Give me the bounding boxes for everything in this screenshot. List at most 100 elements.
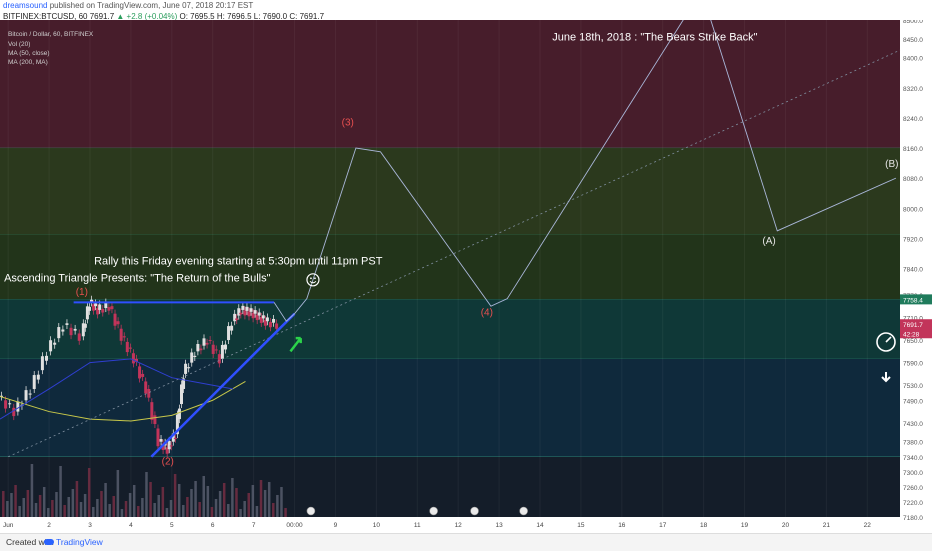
wave-label-3: (3) <box>342 117 354 128</box>
symbol-label: BITFINEX:BTCUSD, 60 <box>3 12 88 21</box>
volume-bar <box>128 493 132 517</box>
volume-bar <box>247 493 250 517</box>
price-tick-20: 7300.0 <box>903 470 923 477</box>
candle-body <box>177 408 181 420</box>
legend-title: Bitcoin / Dollar, 60, BITFINEX <box>8 31 94 38</box>
volume-bar <box>79 502 83 517</box>
candle-body <box>202 338 206 346</box>
candle-body <box>245 306 249 311</box>
candle-body <box>92 304 96 311</box>
candle-body <box>182 378 186 389</box>
volume-bar <box>149 482 152 517</box>
candle-body <box>159 439 163 442</box>
tradingview-logo-icon <box>44 539 54 545</box>
volume-bar <box>104 483 107 517</box>
volume-bar <box>67 497 70 517</box>
volume-bar <box>2 491 5 517</box>
volume-bar <box>38 495 42 517</box>
price-tick-6: 8160.0 <box>903 146 923 153</box>
volume-bar <box>161 487 165 517</box>
price-zone-2 <box>0 148 900 235</box>
candle-body <box>83 323 87 328</box>
time-tick-21: 21 <box>823 522 831 529</box>
smiley-eye-right <box>314 277 316 280</box>
candle-body <box>255 314 259 321</box>
price-tick-9: 7920.0 <box>903 236 923 243</box>
candle-body <box>85 306 89 320</box>
candle-body <box>265 317 269 322</box>
volume-bar <box>259 480 263 517</box>
price-tick-12: 7710.0 <box>903 315 923 322</box>
price-tag-2: 7691.7 <box>903 322 923 329</box>
candle-body <box>235 318 239 321</box>
price-tick-2: 8450.0 <box>903 37 923 44</box>
time-tick-9: 9 <box>334 522 338 529</box>
wave-label-1: (1) <box>76 287 88 298</box>
price-tick-22: 7220.0 <box>903 500 923 507</box>
price-tick-4: 8320.0 <box>903 86 923 93</box>
candle-body <box>223 344 227 350</box>
candle-body <box>217 354 221 364</box>
legend-item-3: MA (200, MA) <box>8 59 48 66</box>
time-tick-13: 13 <box>495 522 503 529</box>
candle-body <box>253 310 257 314</box>
volume-bars <box>2 464 287 517</box>
tradingview-brand[interactable]: TradingView <box>56 537 103 547</box>
price-tag-bg-1 <box>900 294 932 305</box>
candle-body <box>98 304 102 310</box>
wave-label-6: (A) <box>762 236 775 247</box>
candle-body <box>53 342 57 345</box>
price-tick-1: 8500.0 <box>903 20 923 25</box>
volume-bar <box>169 500 173 517</box>
price-axis-panel <box>900 20 932 533</box>
ma50-line <box>0 381 246 422</box>
price-tag-3: 42:28 <box>903 331 920 338</box>
candle-body <box>138 366 142 379</box>
price-tick-5: 8240.0 <box>903 116 923 123</box>
price-tick-8: 8000.0 <box>903 206 923 213</box>
candle-body <box>94 303 98 307</box>
candle-body <box>233 313 237 322</box>
annotation-1: Rally this Friday evening starting at 5:… <box>94 256 383 268</box>
candle-body <box>147 388 151 398</box>
candle-body <box>65 323 69 325</box>
candle-body <box>101 308 105 313</box>
candle-body <box>220 344 224 359</box>
event-badge-1 <box>306 506 316 516</box>
ma200-line <box>0 358 234 420</box>
last-price: 7691.7 <box>89 12 115 21</box>
price-tick-10: 7840.0 <box>903 267 923 274</box>
volume-bar <box>235 488 238 517</box>
volume-bar <box>112 496 115 517</box>
candle-body <box>73 328 77 331</box>
candle-body <box>196 343 200 352</box>
time-tick-1: Jun <box>3 522 14 529</box>
candle-body <box>144 381 148 394</box>
candle-body <box>150 402 154 420</box>
time-tick-18: 18 <box>700 522 708 529</box>
volume-bar <box>6 501 9 517</box>
candle-body <box>180 384 183 405</box>
volume-bar <box>153 503 156 517</box>
price-zone-3 <box>0 234 900 300</box>
time-tick-19: 19 <box>741 522 749 529</box>
footer: Created with TradingView <box>0 533 932 551</box>
candle-body <box>128 347 132 349</box>
candle-body <box>169 445 173 447</box>
candle-body <box>28 393 32 395</box>
author-link[interactable]: dreamsound <box>3 1 48 10</box>
price-tick-14: 7590.0 <box>903 361 923 368</box>
candle-body <box>249 308 253 312</box>
volume-bar <box>75 481 79 517</box>
candle-body <box>113 313 117 326</box>
volume-bar <box>100 491 103 517</box>
candle-body <box>237 308 241 316</box>
volume-bar <box>10 493 13 517</box>
price-chart[interactable]: 8500.0 8450.0 8400.0 8320.0 8240.0 8160.0 8080… <box>0 20 932 533</box>
time-tick-3: 3 <box>88 522 92 529</box>
candle-body <box>187 367 191 369</box>
candle-body <box>257 312 261 316</box>
time-tick-4: 4 <box>129 522 133 529</box>
volume-bar <box>182 505 185 517</box>
volume-bar <box>120 509 124 517</box>
